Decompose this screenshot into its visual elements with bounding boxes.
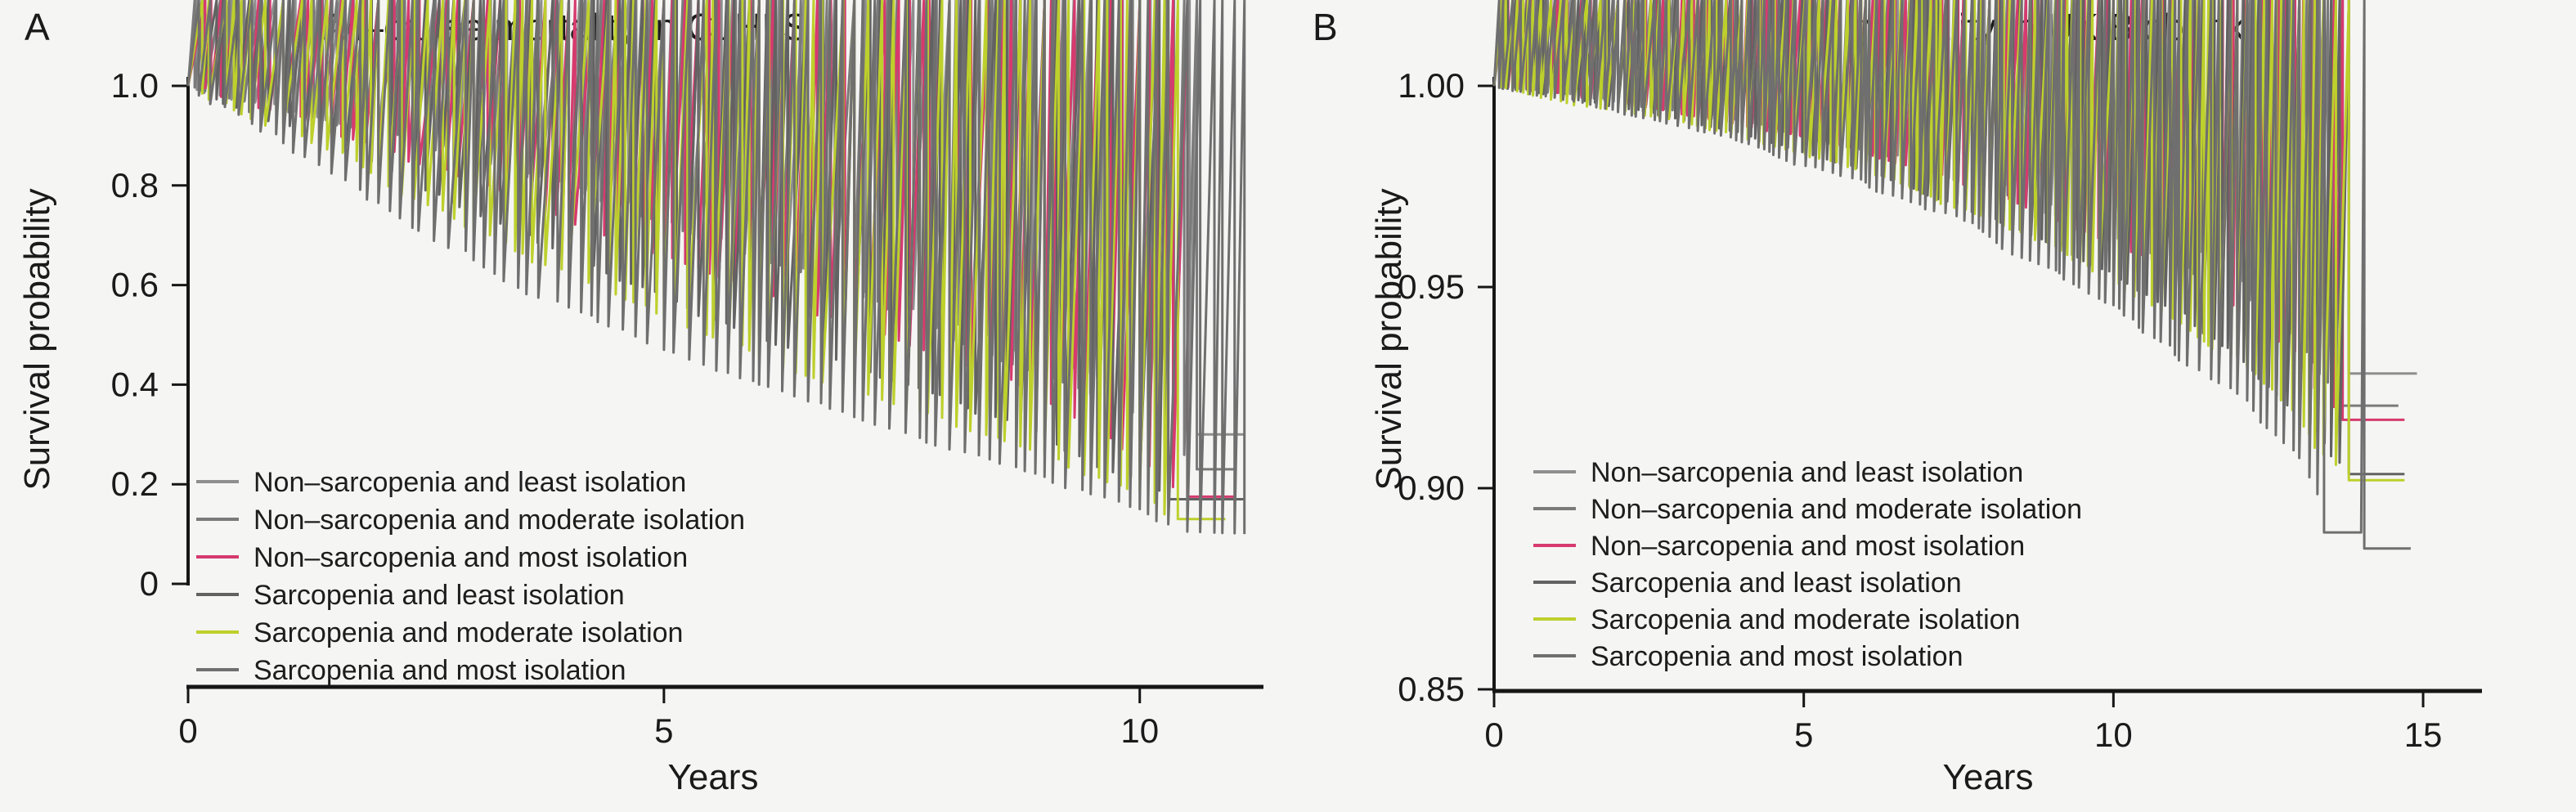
x-tick-label: 5: [654, 711, 673, 750]
legend-item: Sarcopenia and moderate isolation: [1533, 604, 2020, 635]
y-tick-label: 1.00: [1398, 66, 1465, 105]
panel-a-x-axis-title: Years: [667, 757, 759, 797]
panel-b-label: B: [1313, 6, 1338, 48]
legend-item: Non–sarcopenia and most isolation: [196, 542, 688, 573]
legend-item-label: Non–sarcopenia and least isolation: [254, 467, 686, 498]
legend-item-label: Non–sarcopenia and most isolation: [1591, 531, 2025, 562]
legend-item: Non–sarcopenia and moderate isolation: [196, 505, 745, 536]
legend-item-label: Sarcopenia and most isolation: [254, 655, 626, 686]
legend-item-label: Non–sarcopenia and moderate isolation: [254, 505, 745, 536]
legend-item: Non–sarcopenia and moderate isolation: [1533, 494, 2082, 525]
x-tick-label: 0: [178, 711, 197, 750]
x-tick-label: 15: [2404, 716, 2443, 754]
x-tick-label: 10: [1120, 711, 1159, 750]
y-tick-label: 0.4: [111, 365, 159, 403]
y-tick-label: 1.0: [111, 66, 159, 105]
legend-item-label: Sarcopenia and least isolation: [254, 580, 625, 611]
x-tick-label: 5: [1794, 716, 1813, 754]
y-tick-label: 0.85: [1398, 670, 1465, 708]
legend-item: Sarcopenia and least isolation: [1533, 568, 1962, 599]
y-tick-label: 0.2: [111, 464, 159, 503]
km-curve-6: [1492, 0, 2411, 550]
legend-item-label: Sarcopenia and most isolation: [1591, 641, 1963, 672]
panel-a: A All–cause mortality in CLHLS Survival …: [17, 0, 1263, 797]
y-tick-label: 0.6: [111, 266, 159, 304]
y-tick-label: 0.8: [111, 166, 159, 204]
y-tick-label: 0.95: [1398, 267, 1465, 306]
legend-item: Non–sarcopenia and least isolation: [196, 467, 686, 498]
legend-item-label: Sarcopenia and moderate isolation: [254, 617, 683, 648]
legend-item-label: Sarcopenia and moderate isolation: [1591, 604, 2020, 635]
y-tick-label: 0.90: [1398, 469, 1465, 507]
x-tick-label: 0: [1484, 716, 1503, 754]
panel-a-plot-area: 1.0 0.8 0.6 0.4 0.2 0 0 5 10 Non–sarcopenia and l…: [111, 0, 1263, 750]
legend: Non–sarcopenia and least isolation Non–sa…: [196, 467, 745, 686]
panel-b: B All–cause mortality in UK Biobank Surv…: [1288, 0, 2576, 812]
legend-item-label: Non–sarcopenia and least isolation: [1591, 457, 2023, 488]
legend-item: Non–sarcopenia and most isolation: [1533, 531, 2025, 562]
panel-b-plot-area: 1.00 0.95 0.90 0.85 0 5 10 15 Non–sarcopenia and…: [1398, 0, 2482, 754]
y-tick-label: 0: [140, 564, 159, 603]
legend-item: Sarcopenia and least isolation: [196, 580, 625, 611]
km-curve-6: [186, 0, 1246, 535]
legend-item-label: Non–sarcopenia and moderate isolation: [1591, 494, 2082, 525]
panel-b-x-axis-title: Years: [1942, 757, 2034, 797]
legend-item-label: Non–sarcopenia and most isolation: [254, 542, 688, 573]
legend-item-label: Sarcopenia and least isolation: [1591, 568, 1962, 599]
legend-item: Sarcopenia and moderate isolation: [196, 617, 683, 648]
legend-item: Non–sarcopenia and least isolation: [1533, 457, 2023, 488]
legend-item: Sarcopenia and most isolation: [1533, 641, 1963, 672]
panel-a-label: A: [25, 6, 50, 48]
legend: Non–sarcopenia and least isolation Non–sa…: [1533, 457, 2082, 672]
legend-item: Sarcopenia and most isolation: [196, 655, 626, 686]
x-tick-label: 10: [2094, 716, 2133, 754]
